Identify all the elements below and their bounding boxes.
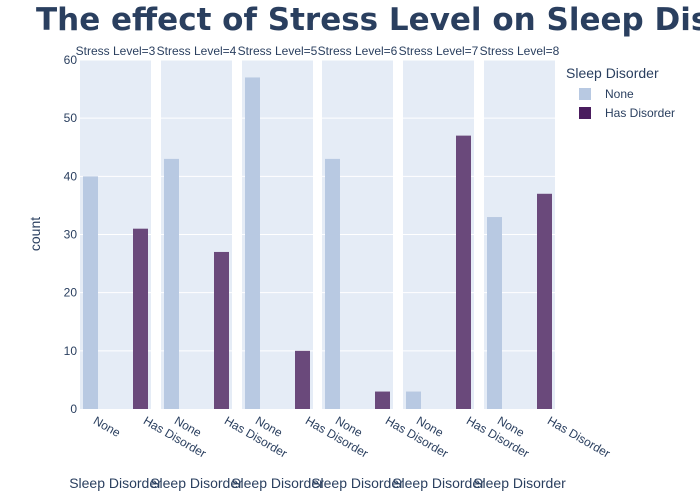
x-axis-title: Sleep Disorder: [231, 475, 324, 491]
y-tick-label: 40: [64, 169, 78, 183]
x-axis-title: Sleep Disorder: [473, 475, 566, 491]
facet-label: Stress Level=7: [399, 44, 479, 58]
y-axis-title: count: [27, 217, 43, 251]
bar-none: [164, 158, 179, 409]
bar-none: [406, 391, 421, 409]
bar-has-disorder: [214, 251, 229, 409]
bar-has-disorder: [456, 135, 471, 409]
bar-none: [83, 176, 98, 409]
x-tick-label: Has Disorder: [545, 413, 613, 460]
facet-label: Stress Level=8: [480, 44, 560, 58]
bar-none: [487, 217, 502, 409]
facet-label: Stress Level=3: [76, 44, 156, 58]
bar-has-disorder: [295, 350, 310, 409]
x-axis-title: Sleep Disorder: [150, 475, 243, 491]
bar-has-disorder: [375, 391, 390, 409]
facet-label: Stress Level=6: [318, 44, 398, 58]
legend-swatch-none: [579, 88, 591, 100]
y-tick-label: 20: [64, 286, 78, 300]
y-tick-label: 60: [64, 53, 78, 67]
y-tick-label: 50: [64, 111, 78, 125]
facet-label: Stress Level=4: [157, 44, 237, 58]
y-tick-label: 0: [70, 402, 77, 416]
bar-has-disorder: [133, 228, 148, 409]
legend-entry-label: Has Disorder: [605, 106, 675, 120]
y-tick-label: 10: [64, 344, 78, 358]
y-tick-label: 30: [64, 228, 78, 242]
legend-title: Sleep Disorder: [566, 65, 659, 81]
facet-label: Stress Level=5: [238, 44, 318, 58]
bar-has-disorder: [537, 193, 552, 409]
legend-entry-label: None: [605, 87, 634, 101]
bar-none: [245, 77, 260, 409]
x-axis-title: Sleep Disorder: [69, 475, 162, 491]
x-axis-title: Sleep Disorder: [392, 475, 485, 491]
legend-swatch-has-disorder: [579, 107, 591, 119]
legend: Sleep Disorder None Has Disorder: [566, 65, 675, 120]
bar-none: [325, 158, 340, 409]
x-axis-title: Sleep Disorder: [311, 475, 404, 491]
chart-title: The effect of Stress Level on Sleep Diso…: [36, 2, 700, 38]
x-tick-label: None: [91, 413, 123, 440]
